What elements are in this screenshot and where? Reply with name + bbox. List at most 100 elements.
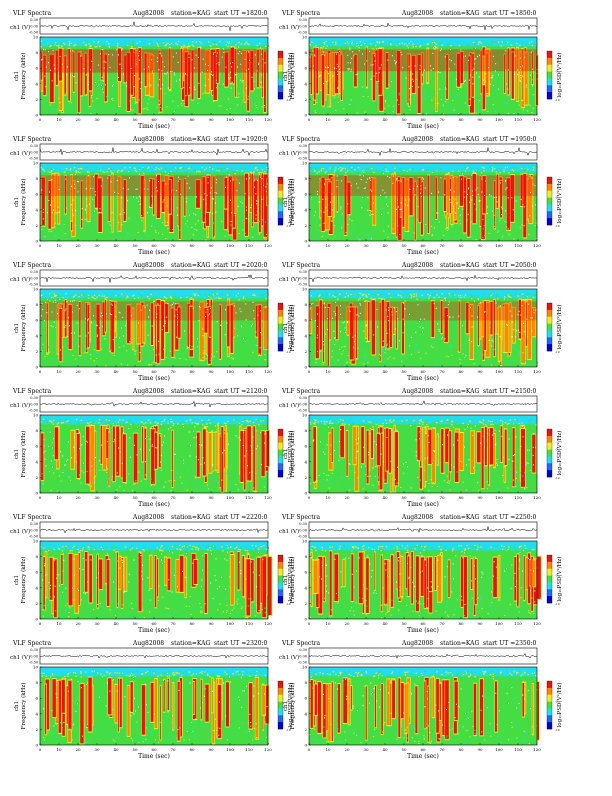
- spectrogram-speckle: [64, 224, 65, 225]
- spectrogram-white-speckle: [345, 327, 346, 328]
- spectrogram-speckle: [414, 294, 415, 295]
- spectrogram-white-speckle: [86, 441, 87, 442]
- spectrogram-xtick-label: 40: [382, 369, 388, 374]
- spectrogram-white-speckle: [245, 455, 246, 456]
- spectrogram-speckle: [330, 423, 331, 424]
- spectrogram-speckle: [527, 296, 528, 297]
- spectrogram-speckle: [150, 298, 151, 299]
- spectrogram-speckle: [227, 294, 228, 295]
- spectrogram-speckle: [451, 355, 452, 356]
- spectrogram-speckle: [105, 298, 106, 299]
- spectrogram-xtick-label: 40: [113, 243, 119, 248]
- spectrogram-white-speckle: [47, 299, 48, 300]
- spectrogram-speckle: [385, 102, 386, 103]
- spectrogram-speckle: [190, 478, 191, 479]
- spectrogram-white-speckle: [54, 322, 55, 323]
- spectrogram-speckle: [407, 45, 408, 46]
- spectrogram-white-speckle: [451, 60, 452, 61]
- spectrogram-white-speckle: [102, 315, 103, 316]
- spectrogram-ylabel-channel: ch1: [283, 323, 289, 333]
- spectrogram-speckle: [404, 44, 405, 45]
- spectrogram-speckle: [401, 42, 402, 43]
- spectrogram-white-speckle: [381, 64, 382, 65]
- spectrogram-white-speckle: [496, 303, 497, 304]
- spectrogram-speckle: [365, 356, 366, 357]
- spectrogram-speckle: [88, 298, 89, 299]
- spectrogram-column: [134, 434, 138, 483]
- spectrogram-speckle: [47, 422, 48, 423]
- spectrogram-speckle: [196, 350, 197, 351]
- spectrogram-speckle: [233, 43, 234, 44]
- spectrogram-white-speckle: [319, 76, 320, 77]
- spectrogram-white-speckle: [380, 68, 381, 69]
- spectrogram-speckle: [409, 99, 410, 100]
- colorbar-segment: [278, 191, 283, 198]
- spectrogram-speckle: [81, 294, 82, 295]
- spectrogram-speckle: [262, 106, 263, 107]
- spectrogram-white-speckle: [386, 197, 387, 198]
- spectrogram-speckle: [358, 477, 359, 478]
- spectrogram-white-speckle: [315, 211, 316, 212]
- spectrogram-speckle: [67, 365, 68, 366]
- spectrogram-white-speckle: [82, 208, 83, 209]
- spectrogram-red-band: [40, 301, 268, 320]
- spectrogram-xtick-label: 0: [308, 117, 311, 122]
- spectrogram-red-band: [40, 175, 268, 196]
- spectrogram-ytick-label: 6: [304, 66, 307, 71]
- spectrogram-speckle: [156, 354, 157, 355]
- spectrogram-speckle: [388, 171, 389, 172]
- spectrogram-speckle: [401, 420, 402, 421]
- spectrogram-white-speckle: [368, 454, 369, 455]
- spectrogram-speckle: [163, 487, 164, 488]
- spectrogram-white-speckle: [242, 81, 243, 82]
- spectrogram-speckle: [489, 485, 490, 486]
- spectrogram-speckle: [103, 171, 104, 172]
- spectrogram-speckle: [55, 223, 56, 224]
- spectrogram-white-speckle: [376, 48, 377, 49]
- spectrogram-white-speckle: [430, 65, 431, 66]
- spectrogram-white-speckle: [53, 302, 54, 303]
- spectrogram-speckle: [317, 170, 318, 171]
- spectrogram-speckle: [434, 293, 435, 294]
- spectrogram-white-speckle: [490, 465, 491, 466]
- spectrogram-white-speckle: [120, 312, 121, 313]
- waveform-tick-label: 0.00: [299, 150, 307, 154]
- spectrogram-speckle: [351, 99, 352, 100]
- spectrogram-white-speckle: [514, 454, 515, 455]
- spectrogram-speckle: [499, 220, 500, 221]
- waveform-ylabel: ch1 (V): [279, 402, 299, 409]
- panel-heading-title: VLF Spectra: [281, 262, 321, 269]
- spectrogram-white-speckle: [112, 305, 113, 306]
- spectrogram-xtick-label: 80: [189, 117, 195, 122]
- spectrogram-white-speckle: [519, 332, 520, 333]
- spectrogram-speckle: [310, 232, 311, 233]
- spectrogram-white-speckle: [472, 191, 473, 192]
- spectrogram-speckle: [477, 45, 478, 46]
- spectrogram-speckle: [80, 168, 81, 169]
- spectrogram-white-speckle: [532, 85, 533, 86]
- spectrogram-speckle: [214, 356, 215, 357]
- spectrogram-speckle: [56, 294, 57, 295]
- spectrogram-column: [471, 431, 475, 473]
- spectrogram-speckle: [435, 44, 436, 45]
- spectrogram-white-speckle: [495, 444, 496, 445]
- spectrogram-white-speckle: [493, 56, 494, 57]
- spectrogram-speckle: [459, 45, 460, 46]
- spectrogram-white-speckle: [458, 89, 459, 90]
- spectrogram-speckle: [339, 294, 340, 295]
- spectrogram-speckle: [354, 169, 355, 170]
- waveform-tick-label: 0.30: [30, 396, 38, 400]
- spectrogram-speckle: [69, 41, 70, 42]
- spectrogram-white-speckle: [190, 455, 191, 456]
- spectrogram-white-speckle: [262, 320, 263, 321]
- spectrogram-speckle: [339, 365, 340, 366]
- spectrogram-speckle: [368, 236, 369, 237]
- spectrogram-column: [460, 433, 464, 470]
- spectrogram-white-speckle: [254, 187, 255, 188]
- spectrogram-speckle: [458, 171, 459, 172]
- spectrogram-white-speckle: [518, 314, 519, 315]
- waveform-ylabel: ch1 (V): [10, 528, 30, 535]
- panel-heading-station: station=KAG: [171, 388, 210, 395]
- spectrogram-white-speckle: [405, 300, 406, 301]
- spectrogram-speckle: [229, 169, 230, 170]
